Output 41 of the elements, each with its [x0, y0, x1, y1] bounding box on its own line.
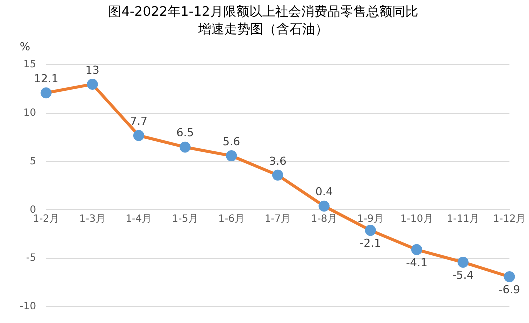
- point: [504, 272, 516, 283]
- x-tick-label: 1-8月: [311, 214, 338, 225]
- point: [180, 142, 191, 153]
- data-label: -4.1: [406, 256, 428, 270]
- data-label: -5.4: [452, 268, 474, 282]
- x-tick-label: 1-4月: [126, 214, 152, 225]
- y-tick-label: -10: [20, 302, 36, 313]
- data-label: 7.7: [130, 115, 148, 128]
- data-label: 5.6: [222, 135, 240, 148]
- y-tick-label: 15: [24, 60, 36, 71]
- data-label: 13: [86, 64, 100, 77]
- x-tick-label: 1-10月: [400, 214, 434, 225]
- data-label: 6.5: [176, 126, 194, 140]
- point: [87, 78, 98, 90]
- data-label: 3.6: [269, 154, 287, 168]
- y-tick-label: -5: [26, 253, 36, 264]
- point: [226, 150, 238, 162]
- point: [458, 256, 469, 268]
- point: [133, 130, 144, 142]
- x-tick-label: 1-12月: [493, 214, 526, 225]
- data-label: 0.4: [316, 186, 334, 199]
- y-axis-title: %: [20, 40, 30, 54]
- point: [272, 170, 284, 181]
- chart-title: 图4-2022年1-12月限额以上社会消费品零售总额同比增速走势图（含石油）: [108, 5, 418, 38]
- data-label: -6.9: [498, 283, 520, 296]
- data-label: -2.1: [360, 236, 382, 250]
- point: [318, 200, 330, 212]
- x-tick-label: 1-6月: [218, 214, 245, 225]
- x-tick-label: 1-5月: [172, 214, 198, 225]
- point: [365, 225, 376, 236]
- data-label: 12.1: [34, 72, 59, 86]
- y-tick-label: 5: [30, 156, 36, 168]
- point: [411, 244, 422, 256]
- y-tick-label: 10: [24, 108, 36, 120]
- x-tick-label: 1-11月: [446, 214, 480, 225]
- x-tick-label: 1-9月: [357, 214, 384, 225]
- x-tick-label: 1-3月: [79, 214, 106, 225]
- point: [40, 88, 52, 99]
- x-tick-label: 1-7月: [264, 214, 292, 225]
- x-tick-label: 1-2月: [33, 214, 60, 225]
- y-tick-label: 0: [30, 204, 36, 216]
